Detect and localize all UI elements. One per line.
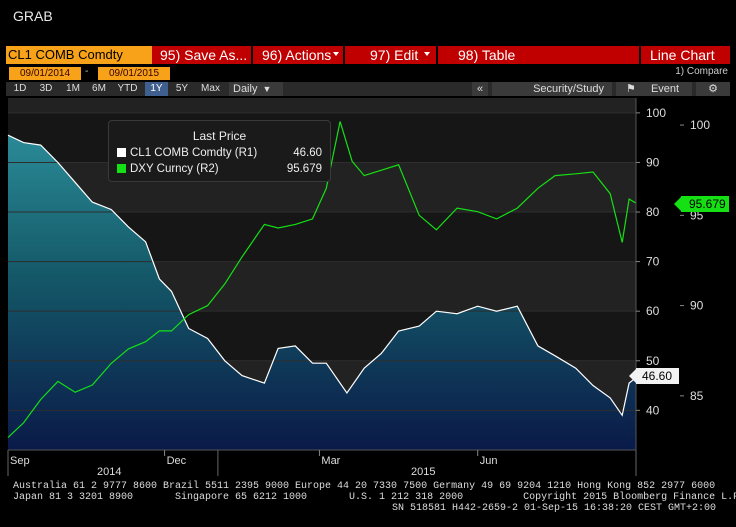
range-button-1m[interactable]: 1M [66, 83, 80, 94]
footer-contacts-line2: Japan 81 3 3201 8900 Singapore 65 6212 1… [13, 492, 736, 503]
legend-label-cl1: CL1 COMB Comdty (R1) [130, 147, 258, 159]
badge-pointer [629, 368, 637, 384]
actions-button[interactable]: 96) Actions [262, 47, 332, 63]
r1-tick-label: 40 [646, 403, 660, 417]
dxy-series-line [7, 121, 637, 438]
cl1-series-line [7, 134, 637, 417]
legend-swatch-dxy [117, 164, 126, 173]
range-button-ytd[interactable]: YTD [117, 83, 138, 94]
event-label: Event [650, 83, 680, 95]
period-select[interactable]: Daily ▼ [229, 82, 283, 96]
chevron-down-icon: ▼ [262, 84, 272, 94]
x-tick-label: Jun [480, 455, 498, 467]
range-button-1d[interactable]: 1D [13, 83, 27, 94]
chart-type-button[interactable]: Line Chart [650, 47, 715, 63]
toolbar-divider [436, 46, 438, 64]
range-button-6m[interactable]: 6M [92, 83, 106, 94]
r1-tick-label: 70 [646, 255, 660, 269]
range-button-5y[interactable]: 5Y [175, 83, 189, 94]
footer-contacts-line1: Australia 61 2 9777 8600 Brazil 5511 239… [13, 481, 716, 492]
range-button-3d[interactable]: 3D [39, 83, 53, 94]
event-button[interactable]: ⚑ Event [616, 82, 692, 96]
start-date-field[interactable]: 09/01/2014 [9, 67, 81, 80]
app-title: GRAB [13, 8, 53, 24]
r1-tick-label: 60 [646, 304, 660, 318]
range-button-1y[interactable]: 1Y [145, 82, 168, 96]
save-as-button[interactable]: 95) Save As... [160, 47, 248, 63]
cl1-area-fill [8, 135, 636, 450]
legend-row-cl1: CL1 COMB Comdty (R1) [117, 147, 257, 159]
legend-swatch-cl1 [117, 148, 126, 157]
r1-tick-label: 90 [646, 155, 660, 169]
table-button[interactable]: 98) Table [458, 47, 516, 63]
toolbar-divider [639, 46, 641, 64]
r1-tick-label: 80 [646, 205, 660, 219]
main-toolbar [6, 46, 730, 64]
r2-tick-label: 85 [690, 389, 704, 403]
collapse-button[interactable]: « [472, 82, 488, 96]
range-button-max[interactable]: Max [201, 83, 220, 94]
security-field[interactable]: CL1 COMB Comdty [6, 46, 152, 64]
year-label-2015: 2015 [411, 466, 436, 478]
end-date-field[interactable]: 09/01/2015 [98, 67, 170, 80]
x-tick-label: Dec [167, 455, 187, 467]
period-label: Daily [233, 83, 258, 95]
legend-box: Last Price CL1 COMB Comdty (R1) 46.60 DX… [108, 120, 331, 182]
legend-label-dxy: DXY Curncy (R2) [130, 163, 219, 175]
legend-row-dxy: DXY Curncy (R2) [117, 163, 219, 175]
flag-icon: ⚑ [626, 83, 636, 95]
r1-tick-label: 50 [646, 354, 660, 368]
gear-icon[interactable]: ⚙ [696, 82, 730, 96]
legend-value-dxy: 95.679 [286, 163, 322, 175]
dxy-last-badge: 95.679 [681, 196, 729, 212]
plot-band [8, 98, 636, 113]
cl1-last-badge: 46.60 [636, 368, 679, 384]
x-tick-label: Mar [321, 455, 340, 467]
x-tick-label: Sep [10, 455, 30, 467]
date-separator: - [85, 66, 89, 77]
toolbar-divider [251, 46, 253, 64]
compare-button[interactable]: 1) Compare [675, 66, 728, 77]
footer-serial: SN 518581 H442-2659-2 01-Sep-15 16:38:20… [392, 503, 717, 514]
legend-value-cl1: 46.60 [293, 147, 322, 159]
badge-pointer [674, 196, 682, 212]
legend-title: Last Price [192, 129, 247, 143]
chevron-down-icon [333, 52, 339, 56]
r2-tick-label: 90 [690, 299, 704, 313]
year-label-2014: 2014 [97, 466, 122, 478]
r1-tick-label: 100 [646, 106, 666, 120]
edit-button[interactable]: 97) Edit [370, 47, 419, 63]
security-study-button[interactable]: Security/Study [492, 82, 612, 96]
toolbar-divider [343, 46, 345, 64]
r2-tick-label: 100 [690, 118, 710, 132]
chevron-down-icon [424, 52, 430, 56]
